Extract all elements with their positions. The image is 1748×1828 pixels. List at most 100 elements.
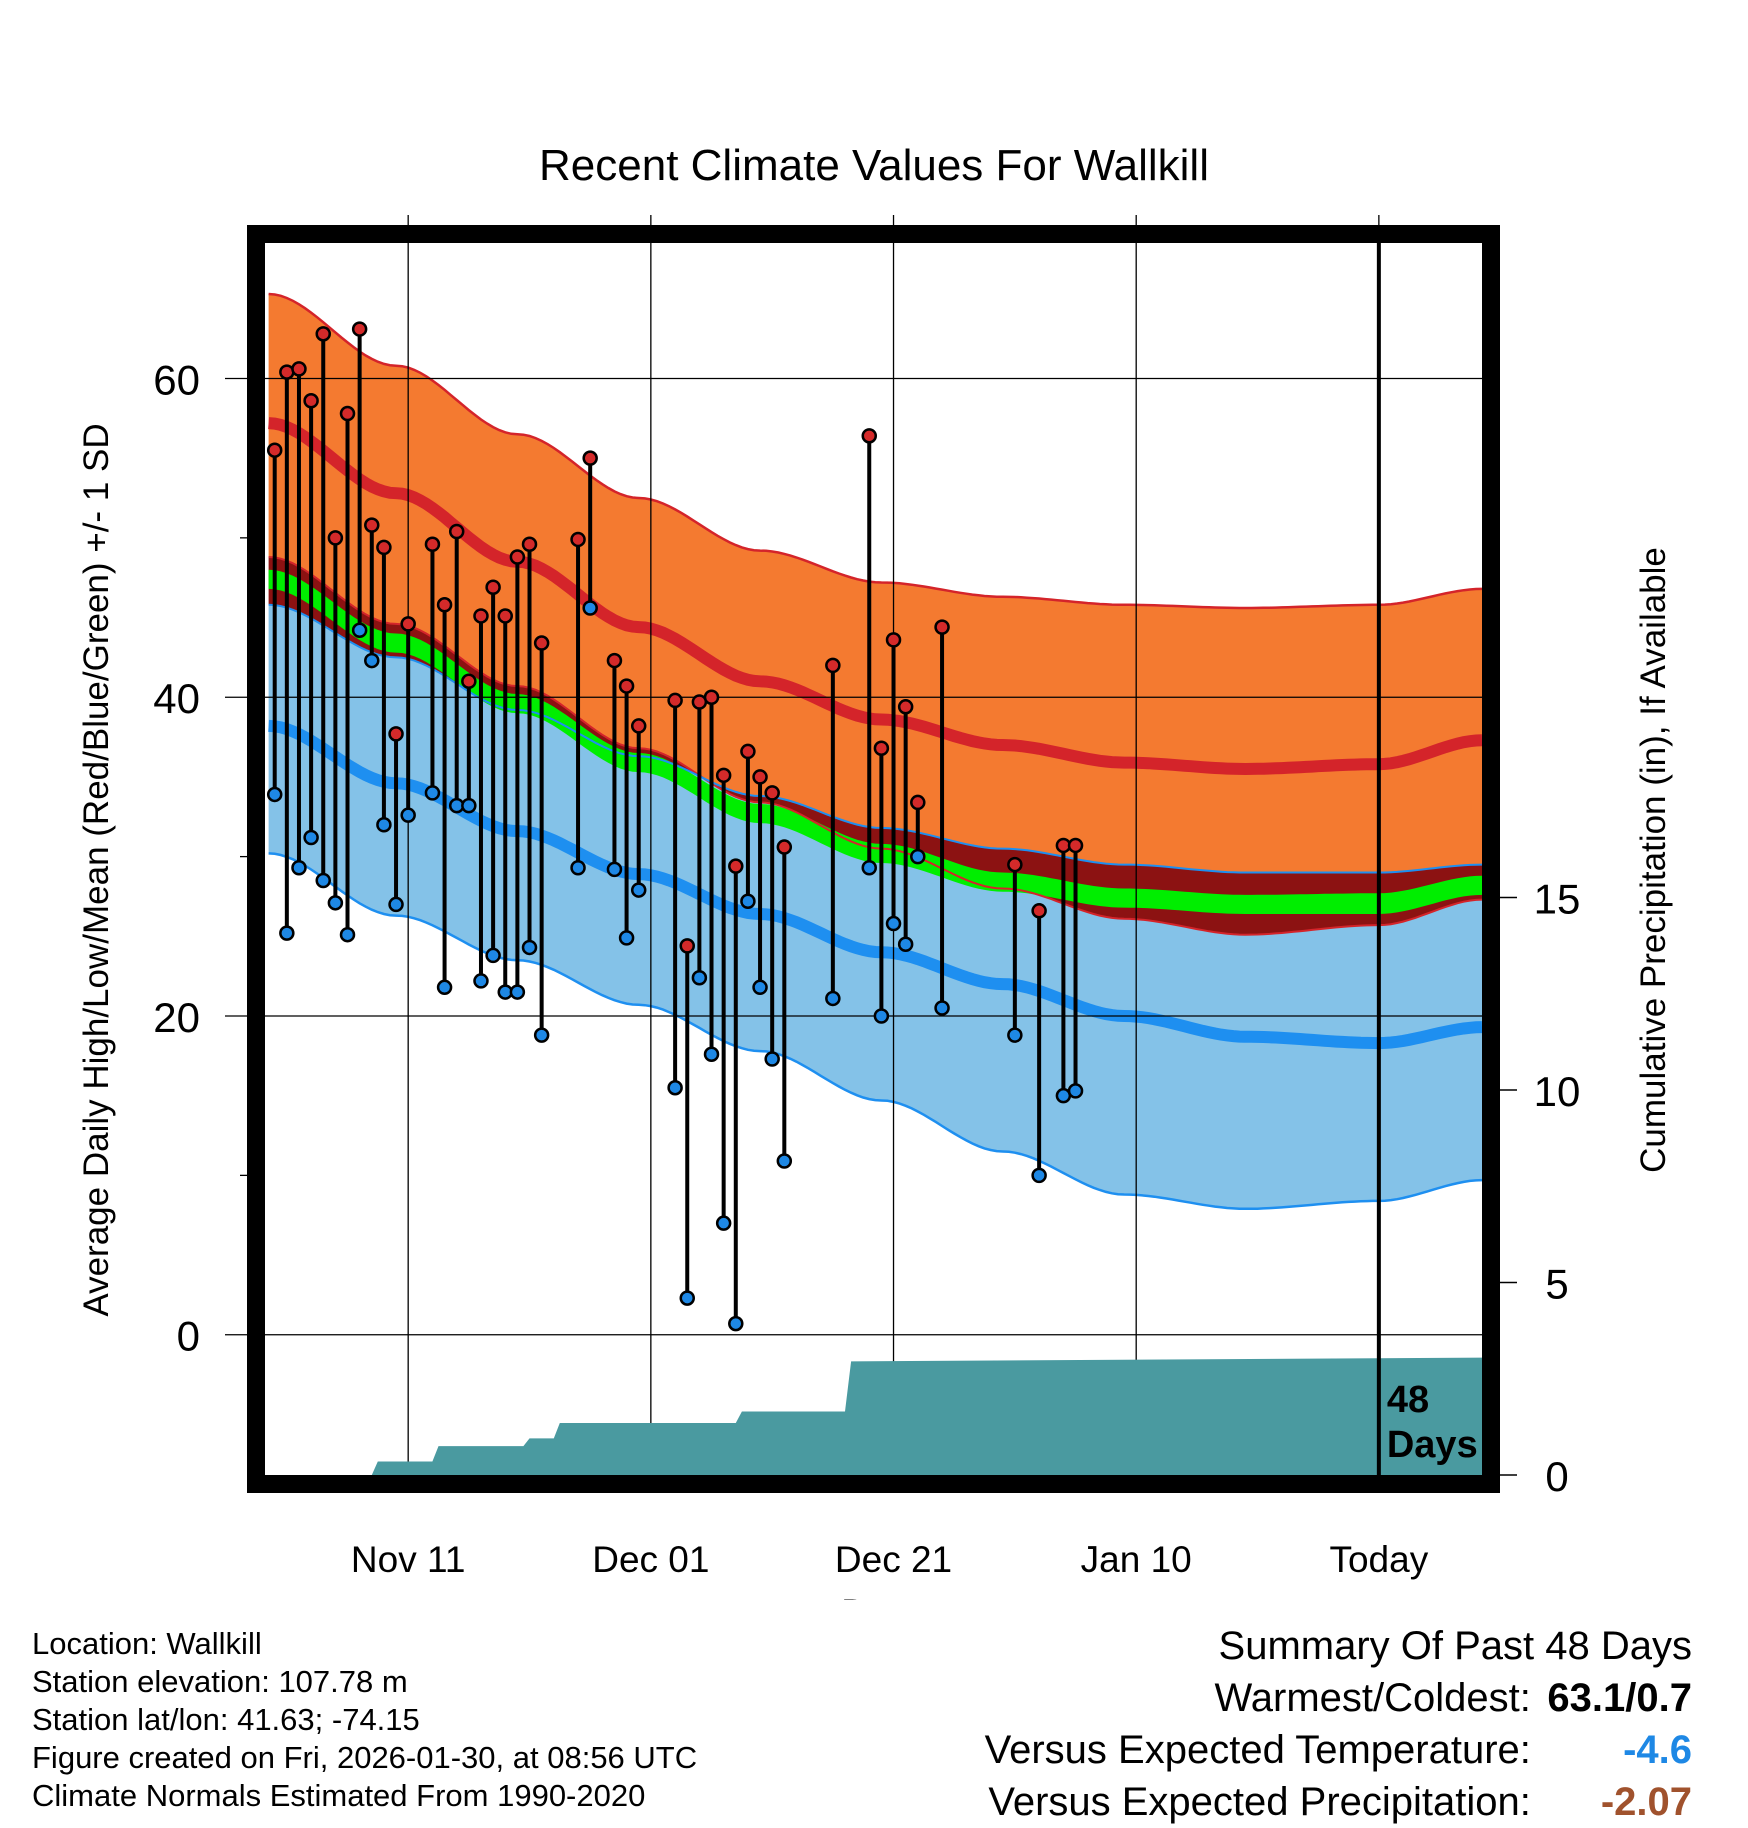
- obs-low-point: [934, 1000, 950, 1016]
- obs-low-point: [752, 979, 768, 996]
- obs-low-point: [339, 926, 356, 943]
- x-tick-label: Nov 11: [351, 1539, 466, 1580]
- y-axis-label: Average Daily High/Low/Mean (Red/Blue/Gr…: [77, 423, 116, 1316]
- y2-tick-label: 10: [1534, 1068, 1581, 1115]
- y2-tick-label: 15: [1534, 876, 1581, 923]
- obs-high-point: [497, 608, 513, 624]
- obs-low-point: [364, 652, 380, 669]
- summary-temp: Versus Expected Temperature: -4.6: [985, 1724, 1692, 1776]
- obs-low-point: [279, 925, 295, 941]
- obs-high-point: [630, 718, 647, 734]
- obs-low-point: [485, 947, 501, 964]
- obs-high-point: [910, 794, 926, 811]
- precip-value: -2.07: [1600, 1780, 1692, 1824]
- x-axis-label: Day: [841, 1592, 907, 1600]
- obs-low-point: [825, 990, 841, 1007]
- obs-high-point: [897, 699, 914, 715]
- precip-label: Versus Expected Precipitation:: [988, 1780, 1531, 1824]
- obs-high-point: [740, 743, 756, 760]
- climate-chart: Recent Climate Values For Wallkill 0 20 40…: [77, 141, 1673, 1600]
- obs-high-point: [424, 536, 441, 552]
- obs-high-point: [606, 652, 623, 669]
- obs-high-point: [388, 726, 404, 742]
- obs-low-point: [740, 893, 756, 909]
- obs-low-point: [570, 860, 586, 876]
- obs-low-point: [776, 1153, 793, 1169]
- mean-band: [268, 569, 1483, 914]
- y-tick-label: 0: [177, 1313, 200, 1360]
- obs-high-point: [473, 608, 489, 624]
- obs-high-point: [667, 692, 683, 709]
- obs-low-point: [521, 939, 538, 956]
- y2-axis-label: Cumulative Precipitation (in), If Availa…: [1634, 547, 1673, 1173]
- obs-low-point: [630, 882, 647, 898]
- obs-high-point: [266, 442, 283, 458]
- obs-high-point: [776, 839, 793, 855]
- summary-warm-cold: Warmest/Coldest: 63.1/0.7: [985, 1672, 1693, 1724]
- obs-low-point: [473, 973, 489, 989]
- obs-low-point: [667, 1079, 683, 1096]
- y2-tick-label: 0: [1545, 1453, 1568, 1500]
- info-latlon: Station lat/lon: 41.63; -74.15: [32, 1702, 420, 1737]
- obs-low-point: [424, 785, 441, 801]
- obs-high-point: [364, 517, 380, 533]
- obs-high-point: [521, 536, 538, 552]
- obs-high-point: [291, 361, 307, 377]
- obs-high-point: [339, 405, 356, 422]
- obs-low-point: [910, 848, 926, 865]
- obs-low-point: [715, 1215, 732, 1231]
- obs-high-point: [679, 938, 695, 954]
- obs-high-point: [728, 858, 744, 874]
- days-label-unit: Days: [1387, 1424, 1478, 1466]
- obs-low-point: [885, 915, 902, 932]
- obs-low-point: [703, 1046, 720, 1062]
- warm-cold-value: 63.1/0.7: [1547, 1676, 1692, 1720]
- low-lower-line: [268, 852, 1483, 1211]
- obs-low-point: [315, 872, 331, 889]
- obs-low-point: [728, 1315, 744, 1332]
- obs-low-point: [679, 1290, 695, 1306]
- obs-high-point: [570, 531, 586, 548]
- obs-high-point: [752, 769, 768, 785]
- low-sd-band: [268, 604, 1483, 1209]
- obs-low-point: [1031, 1167, 1047, 1184]
- obs-low-point: [266, 786, 283, 803]
- obs-high-point: [509, 549, 526, 565]
- days-label-count: 48: [1387, 1379, 1429, 1421]
- obs-high-point: [873, 740, 890, 756]
- obs-high-point: [351, 321, 368, 337]
- precip-area: [268, 1357, 1483, 1475]
- obs-high-point: [327, 530, 344, 546]
- obs-low-point: [533, 1027, 550, 1043]
- temp-label: Versus Expected Temperature:: [984, 1728, 1531, 1772]
- obs-low-point: [388, 896, 404, 913]
- obs-low-point: [873, 1008, 890, 1024]
- obs-high-point: [703, 689, 720, 705]
- info-created: Figure created on Fri, 2026-01-30, at 08…: [32, 1740, 698, 1775]
- x-tick-label: Dec 21: [835, 1539, 952, 1580]
- obs-high-point: [861, 428, 878, 444]
- obs-low-point: [764, 1051, 780, 1067]
- obs-low-point: [327, 895, 344, 911]
- obs-high-point: [448, 523, 465, 540]
- plot-frame: [247, 225, 1500, 1493]
- obs-low-point: [291, 860, 307, 876]
- obs-high-point: [1067, 837, 1084, 854]
- high-mean-line: [268, 417, 1483, 776]
- x-tick-label: Jan 10: [1081, 1539, 1192, 1580]
- obs-low-point: [618, 930, 635, 946]
- obs-high-point: [825, 657, 841, 674]
- warm-cold-label: Warmest/Coldest:: [1214, 1676, 1531, 1720]
- obs-low-point: [897, 936, 914, 953]
- x-tick-label: Dec 01: [592, 1539, 709, 1580]
- obs-low-point: [509, 984, 526, 1000]
- station-info: Location: Wallkill Station elevation: 10…: [32, 1625, 697, 1815]
- high-sd-band: [268, 294, 1483, 935]
- obs-high-point: [1007, 856, 1023, 873]
- x-tick-label: Today: [1329, 1539, 1428, 1580]
- obs-high-point: [715, 767, 732, 784]
- obs-high-point: [303, 393, 319, 409]
- obs-high-point: [376, 539, 392, 556]
- obs-high-point: [400, 616, 416, 632]
- obs-low-point: [582, 600, 598, 616]
